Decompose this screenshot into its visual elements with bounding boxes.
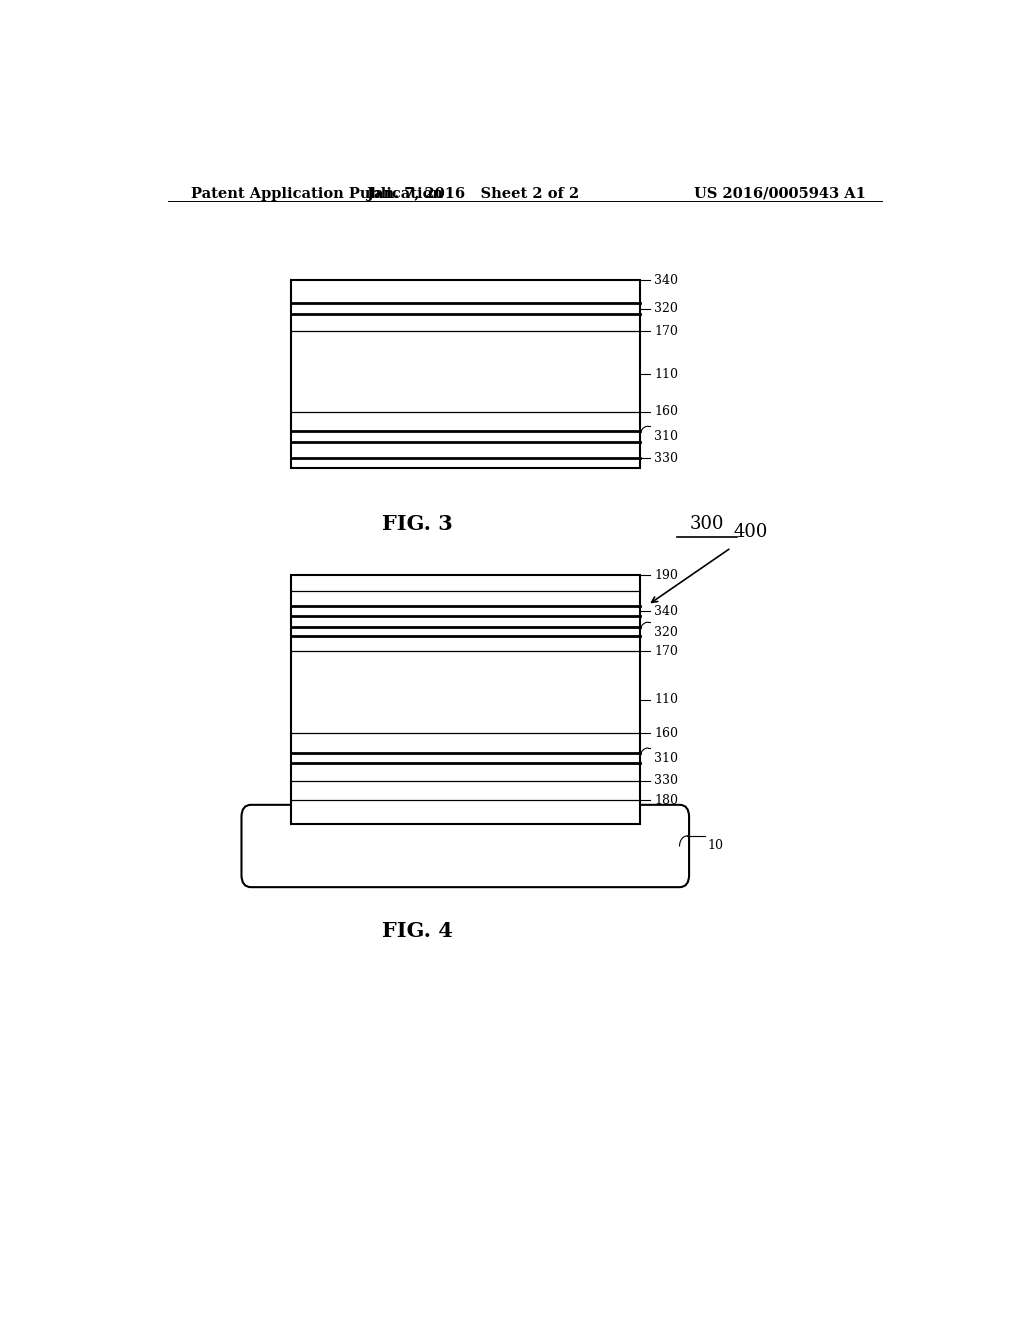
Text: US 2016/0005943 A1: US 2016/0005943 A1 [694,187,866,201]
Text: 330: 330 [654,451,678,465]
Text: Patent Application Publication: Patent Application Publication [191,187,443,201]
Text: 170: 170 [654,644,678,657]
Text: 340: 340 [654,605,678,618]
Text: 110: 110 [654,693,678,706]
Text: Jan. 7, 2016   Sheet 2 of 2: Jan. 7, 2016 Sheet 2 of 2 [367,187,580,201]
Text: 190: 190 [654,569,678,582]
Text: 10: 10 [708,840,723,853]
Text: FIG. 4: FIG. 4 [382,921,453,941]
Text: 310: 310 [654,751,678,764]
Bar [291,280,640,469]
Text: 300: 300 [690,515,725,533]
Text: 160: 160 [654,405,678,418]
Text: 160: 160 [654,727,678,739]
Text: FIG. 3: FIG. 3 [382,515,453,535]
Text: 320: 320 [654,302,678,315]
Bar [291,576,640,824]
Text: 320: 320 [654,626,678,639]
Text: 330: 330 [654,774,678,787]
Text: 400: 400 [734,524,768,541]
Text: 170: 170 [654,325,678,338]
Text: 110: 110 [654,368,678,381]
FancyBboxPatch shape [242,805,689,887]
Text: 340: 340 [654,273,678,286]
Text: 310: 310 [654,430,678,444]
Text: 180: 180 [654,795,678,807]
